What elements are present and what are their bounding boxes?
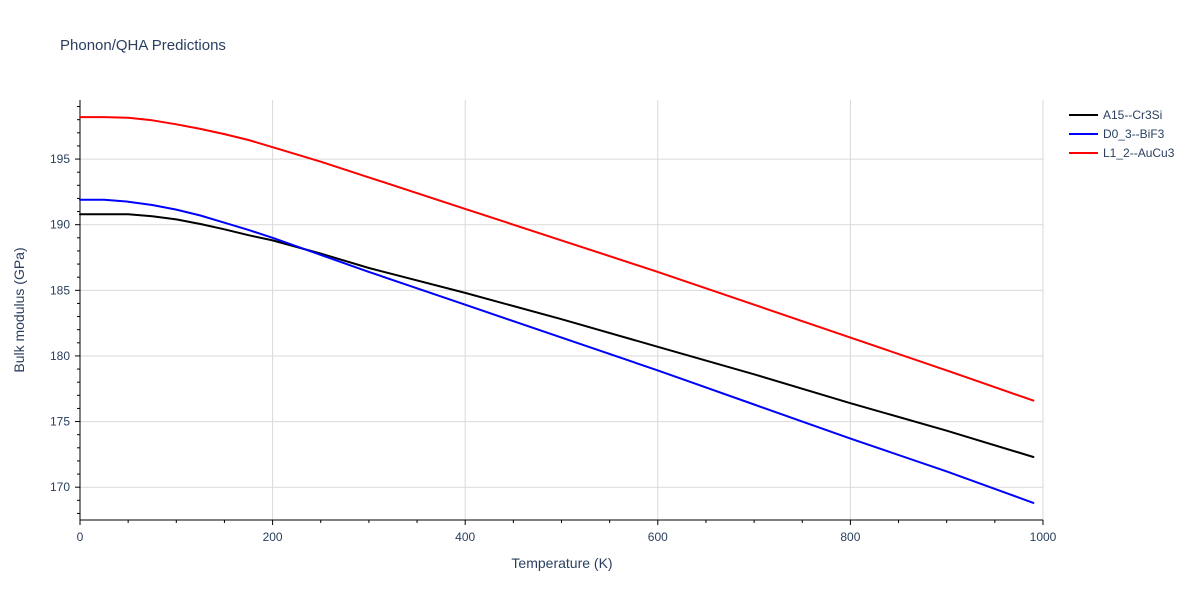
legend-item[interactable]: D0_3--BiF3 bbox=[1069, 127, 1165, 141]
legend-label: L1_2--AuCu3 bbox=[1103, 146, 1175, 160]
y-tick-label: 175 bbox=[50, 415, 70, 429]
x-axis-title: Temperature (K) bbox=[511, 555, 612, 571]
series-line-2 bbox=[79, 198, 1035, 504]
y-tick-label: 185 bbox=[50, 283, 70, 297]
legend-item[interactable]: L1_2--AuCu3 bbox=[1069, 146, 1175, 160]
legend-label: A15--Cr3Si bbox=[1103, 108, 1162, 122]
series-line-3 bbox=[79, 116, 1035, 402]
x-tick-label: 400 bbox=[455, 530, 475, 544]
y-axis-title: Bulk modulus (GPa) bbox=[11, 247, 27, 372]
legend-item[interactable]: A15--Cr3Si bbox=[1069, 108, 1162, 122]
y-tick-label: 190 bbox=[50, 218, 70, 232]
y-tick-label: 195 bbox=[50, 152, 70, 166]
legend: A15--Cr3Si D0_3--BiF3 L1_2--AuCu3 bbox=[1069, 108, 1175, 160]
axes: 0 200 400 600 800 1000 170 175 180 185 190 195 bbox=[50, 100, 1057, 544]
series-lines bbox=[79, 116, 1035, 504]
chart-title: Phonon/QHA Predictions bbox=[60, 37, 226, 54]
x-tick-label: 200 bbox=[263, 530, 283, 544]
grid bbox=[80, 100, 1044, 520]
x-tick-label: 600 bbox=[648, 530, 668, 544]
legend-label: D0_3--BiF3 bbox=[1103, 127, 1165, 141]
y-tick-label: 180 bbox=[50, 349, 70, 363]
y-tick-label: 170 bbox=[50, 480, 70, 494]
x-tick-label: 0 bbox=[77, 530, 84, 544]
x-tick-label: 800 bbox=[840, 530, 860, 544]
x-tick-label: 1000 bbox=[1030, 530, 1057, 544]
